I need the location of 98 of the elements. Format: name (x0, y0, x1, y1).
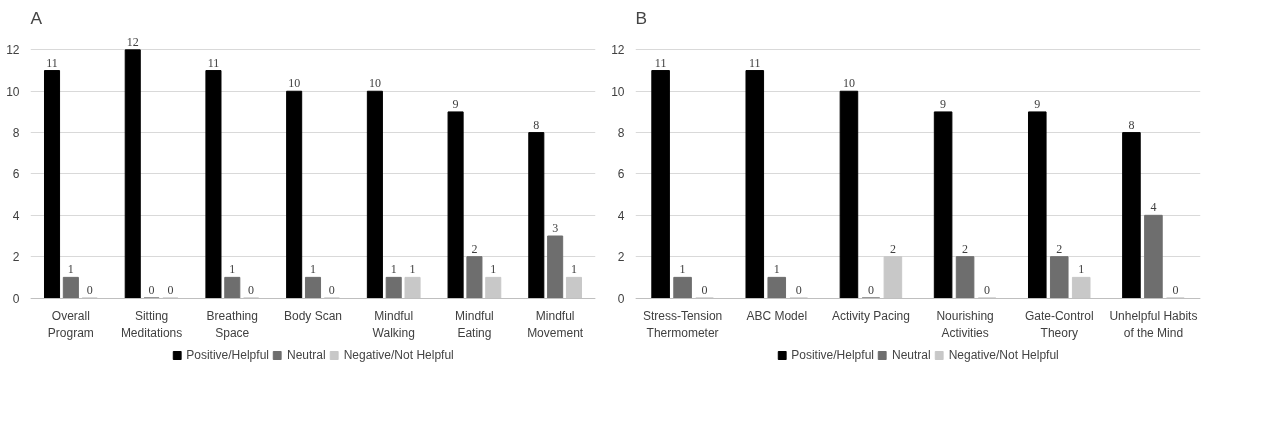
data-label: 11 (749, 55, 761, 70)
bar (1049, 256, 1069, 299)
data-label: 12 (126, 34, 139, 49)
x-tick-label: Mindful Eating (455, 309, 494, 340)
bar (62, 276, 79, 299)
bar (43, 70, 61, 299)
data-label: 11 (46, 55, 58, 70)
bar (466, 256, 483, 299)
data-label: 9 (940, 96, 947, 111)
data-label: 0 (328, 283, 335, 298)
data-label: 1 (1078, 262, 1085, 277)
y-tick-label: 8 (617, 126, 625, 141)
data-label: 10 (368, 76, 381, 91)
chart-title: A (30, 7, 43, 28)
bar (839, 90, 859, 299)
y-tick-label: 0 (12, 291, 20, 306)
x-tick-label: Mindful Movement (527, 309, 584, 340)
y-tick-label: 10 (6, 84, 20, 99)
data-label: 0 (148, 283, 155, 298)
data-label: 1 (229, 262, 236, 277)
x-tick-label: Body Scan (283, 309, 343, 324)
x-tick-label: Sitting Meditations (120, 309, 183, 340)
bar (385, 276, 402, 299)
y-tick-label: 8 (12, 126, 20, 141)
y-tick-label: 12 (611, 43, 625, 58)
data-label: 0 (867, 283, 874, 298)
y-tick-label: 12 (6, 43, 20, 58)
bar (205, 70, 222, 299)
bar (224, 276, 241, 299)
bar (124, 49, 141, 299)
bar (547, 235, 564, 299)
legend-label: Positive/Helpful (186, 348, 269, 362)
data-label: 2 (1056, 241, 1063, 256)
bar (673, 276, 692, 299)
bar (286, 90, 303, 299)
legend-label: Neutral (891, 348, 931, 362)
data-label: 2 (471, 241, 478, 256)
data-label: 0 (701, 283, 708, 298)
data-label: 1 (67, 262, 74, 277)
legend-label: Negative/Not Helpful (343, 348, 454, 362)
data-label: 1 (773, 262, 780, 277)
data-label: 9 (452, 96, 459, 111)
bar (528, 132, 545, 299)
y-tick-label: 4 (617, 208, 625, 223)
bar (366, 90, 383, 299)
legend-label: Positive/Helpful (791, 348, 874, 362)
bar (1122, 132, 1141, 299)
data-label: 1 (390, 262, 397, 277)
data-label: 3 (552, 221, 559, 235)
bar (447, 111, 464, 299)
x-tick-label: ABC Model (746, 309, 808, 324)
data-label: 0 (795, 283, 802, 298)
y-tick-label: 2 (617, 250, 625, 265)
data-label: 10 (842, 76, 855, 91)
bar (955, 256, 975, 299)
x-tick-label: Gate-Control Theory (1024, 309, 1094, 340)
y-tick-label: 4 (12, 208, 20, 223)
y-tick-label: 0 (617, 291, 625, 306)
data-label: 0 (984, 283, 991, 298)
x-tick-label: Nourishing Activities (936, 309, 994, 340)
bar (745, 70, 765, 299)
x-tick-label: Overall Program (47, 309, 94, 340)
y-tick-label: 10 (611, 84, 625, 99)
x-tick-label: Mindful Walking (372, 309, 415, 340)
y-tick-label: 2 (12, 250, 20, 265)
data-label: 0 (248, 283, 255, 298)
x-tick-label: Activity Pacing (831, 309, 910, 324)
chart-title: B (635, 7, 648, 28)
data-label: 0 (1172, 283, 1179, 298)
data-label: 9 (1034, 96, 1041, 111)
data-label: 1 (490, 262, 497, 277)
legend-label: Negative/Not Helpful (948, 348, 1059, 362)
data-label: 8 (1128, 117, 1135, 132)
y-tick-label: 6 (617, 167, 625, 182)
data-label: 2 (962, 241, 969, 256)
bar (1027, 111, 1047, 299)
bar (651, 70, 670, 299)
data-label: 1 (570, 262, 577, 277)
data-label: 1 (409, 262, 416, 277)
legend-label: Neutral (286, 348, 326, 362)
data-label: 2 (889, 241, 896, 256)
data-label: 1 (310, 262, 316, 277)
data-label: 11 (207, 55, 220, 70)
data-label: 1 (679, 262, 686, 277)
x-tick-label: Unhelpful Habits of the Mind (1109, 309, 1198, 340)
bar (933, 111, 953, 299)
x-tick-label: Breathing Space (206, 309, 258, 340)
data-label: 10 (288, 76, 301, 91)
bar (1144, 214, 1163, 299)
x-tick-label: Stress-Tension Thermometer (642, 309, 723, 340)
data-label: 0 (167, 283, 174, 298)
bar (304, 276, 322, 299)
data-label: 0 (86, 283, 93, 298)
data-label: 8 (533, 117, 540, 132)
bar (767, 276, 787, 299)
y-tick-label: 6 (12, 167, 20, 182)
data-label: 4 (1150, 200, 1157, 215)
data-label: 11 (654, 55, 667, 70)
